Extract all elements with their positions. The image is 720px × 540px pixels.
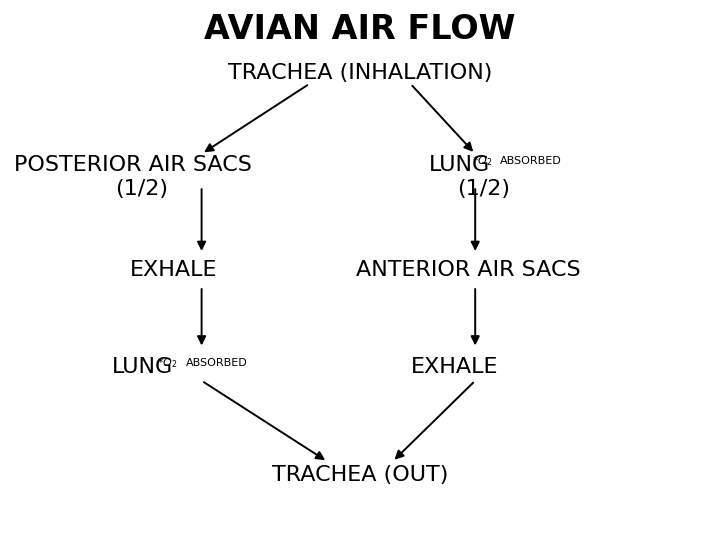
- Text: TRACHEA (INHALATION): TRACHEA (INHALATION): [228, 63, 492, 83]
- Text: LUNG: LUNG: [112, 357, 173, 377]
- Text: ANTERIOR AIR SACS: ANTERIOR AIR SACS: [356, 260, 581, 280]
- Text: (1/2): (1/2): [115, 179, 168, 199]
- Text: $*O_2$: $*O_2$: [157, 356, 177, 370]
- Text: $*O_2$: $*O_2$: [472, 154, 492, 168]
- Text: LUNG: LUNG: [428, 154, 490, 175]
- Text: EXHALE: EXHALE: [410, 357, 498, 377]
- Text: EXHALE: EXHALE: [130, 260, 217, 280]
- Text: POSTERIOR AIR SACS: POSTERIOR AIR SACS: [14, 154, 252, 175]
- Text: ABSORBED: ABSORBED: [186, 358, 248, 368]
- Text: TRACHEA (OUT): TRACHEA (OUT): [272, 465, 448, 485]
- Text: ABSORBED: ABSORBED: [500, 156, 562, 166]
- Text: (1/2): (1/2): [457, 179, 510, 199]
- Text: AVIAN AIR FLOW: AVIAN AIR FLOW: [204, 13, 516, 46]
